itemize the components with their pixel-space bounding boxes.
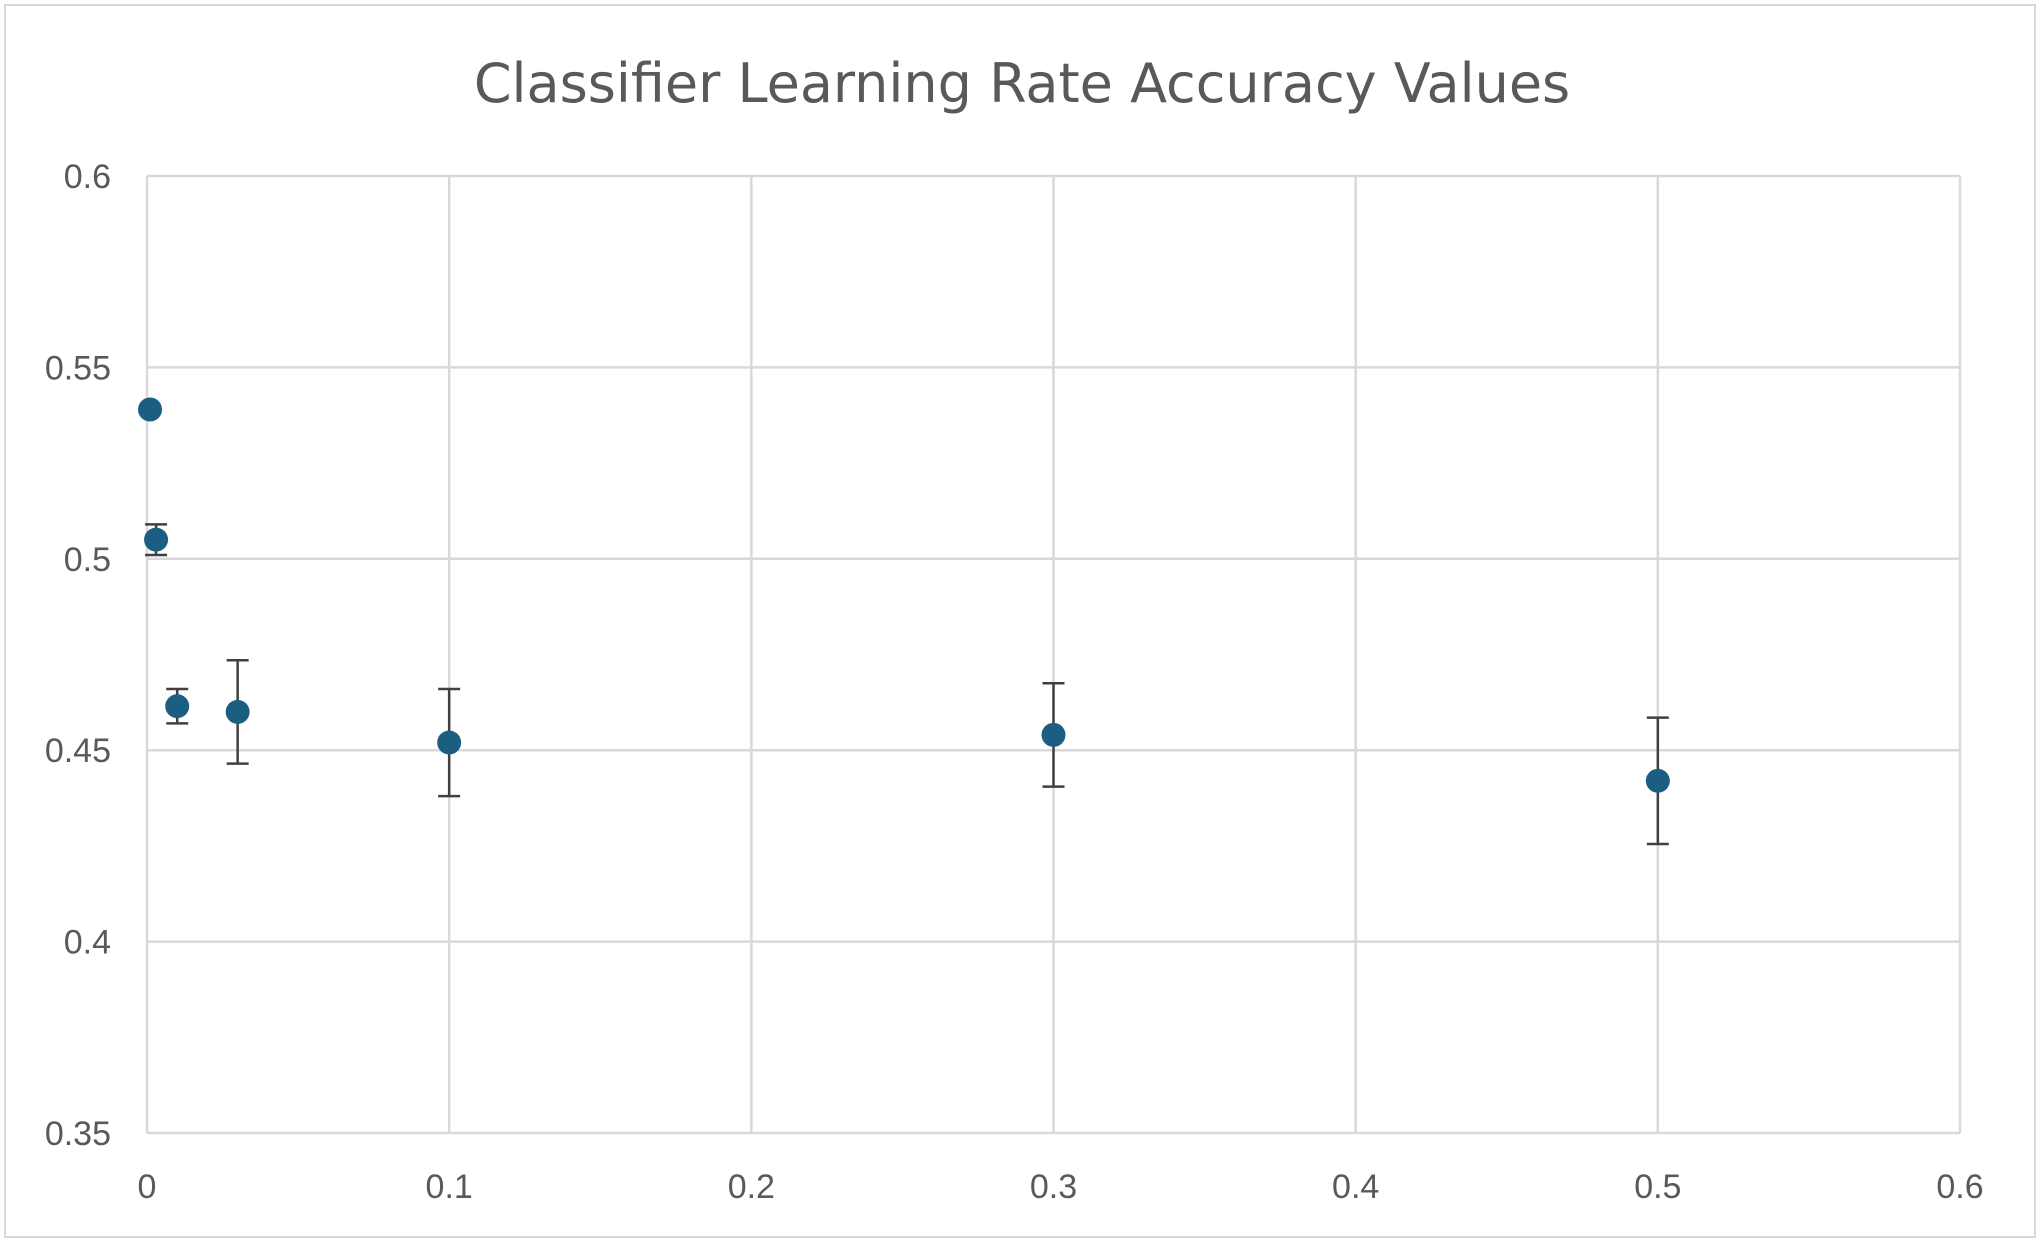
x-axis-tick-labels: 0 0.1 0.2 0.3 0.4 0.5 0.6 [138, 1168, 1984, 1206]
data-point [225, 699, 250, 724]
chart-title: Classifier Learning Rate Accuracy Values [474, 52, 1570, 115]
x-tick-label: 0.5 [1634, 1168, 1681, 1206]
data-point [437, 730, 462, 755]
y-tick-label: 0.45 [45, 732, 111, 770]
x-tick-label: 0.3 [1030, 1168, 1077, 1206]
data-point [1645, 768, 1670, 793]
data-point [138, 397, 163, 422]
chart-frame: Classifier Learning Rate Accuracy Values… [4, 4, 2036, 1238]
data-points [138, 397, 1670, 793]
x-tick-label: 0 [138, 1168, 157, 1206]
scatter-chart: Classifier Learning Rate Accuracy Values… [45, 52, 1984, 1206]
x-tick-label: 0.4 [1332, 1168, 1379, 1206]
error-bars [145, 523, 1669, 846]
y-axis-tick-labels: 0.35 0.4 0.45 0.5 0.55 0.6 [45, 158, 111, 1153]
x-tick-label: 0.1 [426, 1168, 473, 1206]
y-tick-label: 0.35 [45, 1115, 111, 1153]
gridlines [145, 174, 1962, 1135]
y-tick-label: 0.4 [64, 924, 111, 962]
data-point [165, 694, 190, 719]
y-tick-label: 0.55 [45, 349, 111, 387]
y-tick-label: 0.6 [64, 158, 111, 196]
x-tick-label: 0.2 [728, 1168, 775, 1206]
data-point [144, 527, 169, 552]
x-tick-label: 0.6 [1936, 1168, 1983, 1206]
data-point [1041, 722, 1066, 747]
y-tick-label: 0.5 [64, 541, 111, 579]
